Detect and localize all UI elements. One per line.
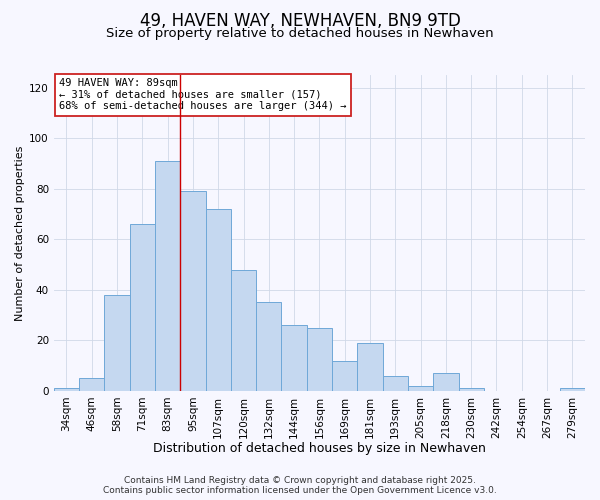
Bar [560,388,585,391]
Text: 49, HAVEN WAY, NEWHAVEN, BN9 9TD: 49, HAVEN WAY, NEWHAVEN, BN9 9TD [140,12,460,30]
Bar [256,302,281,391]
Text: Contains HM Land Registry data © Crown copyright and database right 2025.: Contains HM Land Registry data © Crown c… [124,476,476,485]
Bar [155,161,180,391]
Text: Size of property relative to detached houses in Newhaven: Size of property relative to detached ho… [106,28,494,40]
Bar [307,328,332,391]
X-axis label: Distribution of detached houses by size in Newhaven: Distribution of detached houses by size … [153,442,486,455]
Bar [79,378,104,391]
Bar [54,388,79,391]
Text: Contains public sector information licensed under the Open Government Licence v3: Contains public sector information licen… [103,486,497,495]
Bar [433,373,458,391]
Bar [408,386,433,391]
Bar [383,376,408,391]
Bar [180,191,206,391]
Text: 49 HAVEN WAY: 89sqm
← 31% of detached houses are smaller (157)
68% of semi-detac: 49 HAVEN WAY: 89sqm ← 31% of detached ho… [59,78,347,112]
Bar [281,325,307,391]
Bar [206,209,231,391]
Bar [458,388,484,391]
Bar [332,360,358,391]
Y-axis label: Number of detached properties: Number of detached properties [15,145,25,320]
Bar [358,343,383,391]
Bar [231,270,256,391]
Bar [130,224,155,391]
Bar [104,295,130,391]
